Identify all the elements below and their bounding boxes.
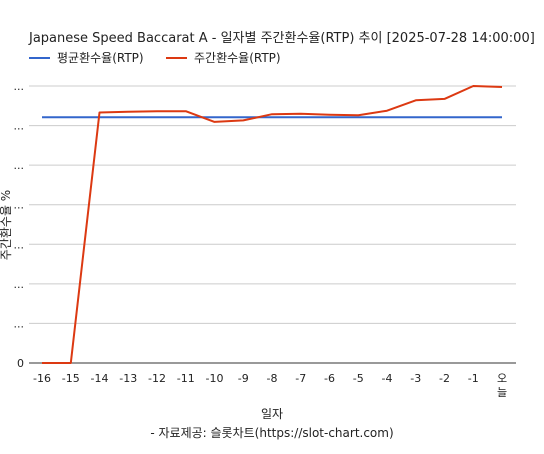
x-tick-label: -12	[148, 372, 166, 385]
legend-label-weekly: 주간환수율(RTP)	[194, 51, 281, 65]
x-axis-label: 일자	[261, 407, 283, 421]
y-axis-ticks: 0.....................	[14, 80, 25, 370]
legend-label-average: 평균환수율(RTP)	[57, 51, 144, 65]
x-tick-label: -1	[468, 372, 479, 385]
x-axis-ticks: -16 -15 -14 -13 -12 -11 -10 -9 -8 -7 -6 -5 -4 -3 -2 -1 오…	[33, 372, 507, 399]
x-tick-label: -10	[206, 372, 224, 385]
y-axis-label: 주간환수율 %	[0, 190, 13, 260]
x-tick-label: -14	[91, 372, 109, 385]
x-tick-label: -13	[119, 372, 137, 385]
y-tick-label: ...	[14, 199, 25, 212]
y-tick-label: ...	[14, 278, 25, 291]
x-tick-label: -7	[295, 372, 306, 385]
x-tick-label: -5	[353, 372, 364, 385]
gridlines	[29, 85, 516, 364]
legend: 평균환수율(RTP) 주간환수율(RTP)	[29, 51, 281, 65]
x-tick-label: -15	[62, 372, 80, 385]
y-tick-label: ...	[14, 120, 25, 133]
x-tick-label: -16	[33, 372, 51, 385]
x-tick-label: -6	[324, 372, 335, 385]
y-tick-label: ...	[14, 317, 25, 330]
y-tick-label: ...	[14, 80, 25, 93]
x-tick-label: -4	[382, 372, 393, 385]
x-tick-label: -11	[177, 372, 195, 385]
source-note: - 자료제공: 슬롯차트(https://slot-chart.com)	[150, 426, 393, 440]
series-layer	[42, 85, 503, 364]
x-tick-label: -3	[410, 372, 421, 385]
y-tick-label: 0	[17, 357, 24, 370]
x-tick-label: -9	[238, 372, 249, 385]
series-line-weekly-rtp	[42, 85, 503, 364]
x-tick-label: -2	[439, 372, 450, 385]
y-tick-label: ...	[14, 238, 25, 251]
y-tick-label: ...	[14, 159, 25, 172]
x-tick-label: -8	[267, 372, 278, 385]
chart-title: Japanese Speed Baccarat A - 일자별 주간환수율(RT…	[28, 31, 535, 46]
